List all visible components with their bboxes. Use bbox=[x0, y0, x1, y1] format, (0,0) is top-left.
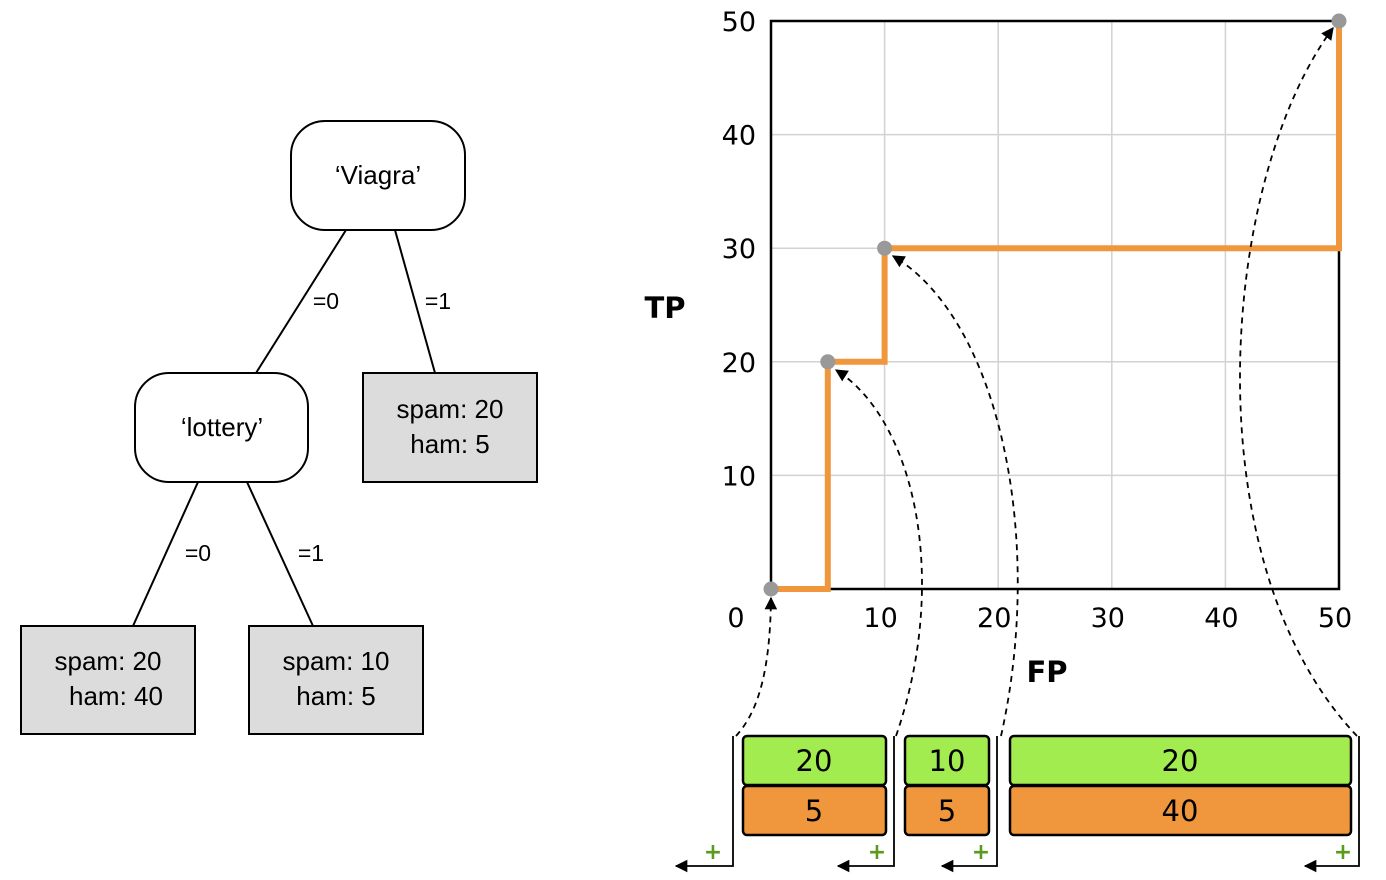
edge-label-lottery-right: =1 bbox=[298, 540, 324, 566]
bracket-arrow-3 bbox=[1303, 736, 1360, 873]
y-axis-title: TP bbox=[644, 291, 685, 325]
edge-lottery-right bbox=[246, 481, 314, 627]
edge-label-lottery-left: =0 bbox=[185, 540, 211, 566]
x-tick-label: 10 bbox=[863, 603, 897, 634]
y-tick-label: 10 bbox=[722, 461, 756, 492]
leaf-viagra-1-ham: ham: 5 bbox=[410, 429, 490, 459]
connector-curves bbox=[735, 26, 1358, 737]
segment-3-negative-count: 40 bbox=[1162, 794, 1199, 828]
segment-bars: 20 5 10 5 20 40 bbox=[741, 734, 1353, 837]
threshold-brackets bbox=[674, 736, 1360, 873]
connector-2 bbox=[891, 255, 1019, 737]
x-axis-title: FP bbox=[1026, 655, 1067, 689]
edge-label-root-left: =0 bbox=[313, 288, 339, 314]
bracket-arrow-1 bbox=[836, 736, 895, 873]
edge-label-root-right: =1 bbox=[425, 288, 451, 314]
segment-2: 10 5 bbox=[903, 734, 991, 837]
y-tick-label: 50 bbox=[722, 7, 756, 38]
coverage-curve bbox=[771, 21, 1342, 592]
node-lottery: ‘lottery’ bbox=[134, 372, 309, 483]
curve-point-3 bbox=[1331, 13, 1347, 29]
segment-3: 20 40 bbox=[1008, 734, 1353, 837]
segment-2-negative bbox=[903, 784, 991, 837]
y-tick-label: 20 bbox=[722, 348, 756, 379]
leaf-viagra-1: spam: 20 ham: 5 bbox=[362, 372, 538, 483]
curve-points bbox=[763, 13, 1347, 597]
x-tick-label: 50 bbox=[1318, 603, 1352, 634]
segment-1-negative-count: 5 bbox=[805, 794, 823, 828]
leaf-lottery-1-spam: spam: 10 bbox=[283, 646, 390, 676]
segment-2-positive-count: 10 bbox=[929, 744, 966, 778]
curve-point-0 bbox=[763, 581, 779, 597]
plot-frame bbox=[769, 19, 1341, 591]
y-tick-label: 40 bbox=[722, 121, 756, 152]
bracket-arrow-0 bbox=[674, 736, 734, 873]
decision-tree: =0 =1 =0 =1 ‘Viagra’ ‘lottery’ spam: 20 … bbox=[20, 120, 538, 735]
x-tick-label: 0 bbox=[727, 603, 744, 634]
node-lottery-label: ‘lottery’ bbox=[181, 412, 263, 442]
leaf-lottery-0-ham: ham: 40 bbox=[69, 681, 163, 711]
connector-3 bbox=[1239, 26, 1358, 737]
segment-3-negative bbox=[1008, 784, 1353, 837]
edge-lottery-left bbox=[132, 481, 199, 627]
plus-icon: + bbox=[1334, 840, 1352, 865]
plus-icon: + bbox=[868, 840, 886, 865]
segment-3-positive-count: 20 bbox=[1162, 744, 1199, 778]
segment-1-positive-count: 20 bbox=[796, 744, 833, 778]
y-tick-label: 30 bbox=[722, 234, 756, 265]
plus-marks: + + + + bbox=[704, 840, 1352, 865]
leaf-lottery-1-ham: ham: 5 bbox=[296, 681, 376, 711]
plus-icon: + bbox=[704, 840, 722, 865]
node-viagra-label: ‘Viagra’ bbox=[335, 160, 421, 190]
edge-root-left bbox=[255, 229, 347, 374]
x-tick-label: 30 bbox=[1091, 603, 1125, 634]
segment-1: 20 5 bbox=[741, 734, 888, 837]
curve-point-2 bbox=[877, 240, 893, 256]
bracket-arrow-2 bbox=[940, 736, 998, 873]
leaf-lottery-1: spam: 10 ham: 5 bbox=[248, 625, 424, 735]
connector-1 bbox=[834, 369, 923, 737]
leaf-viagra-1-spam: spam: 20 bbox=[397, 394, 504, 424]
plus-icon: + bbox=[972, 840, 990, 865]
curve-point-1 bbox=[820, 354, 836, 370]
leaf-lottery-0-spam: spam: 20 bbox=[55, 646, 162, 676]
segment-2-negative-count: 5 bbox=[938, 794, 956, 828]
tick-labels: 0 10 20 30 40 50 10 20 30 40 50 bbox=[722, 7, 1353, 634]
coverage-plot: 0 10 20 30 40 50 10 20 30 40 50 TP FP bbox=[644, 7, 1352, 689]
plot-grid bbox=[771, 21, 1339, 589]
node-viagra: ‘Viagra’ bbox=[290, 120, 466, 231]
x-tick-label: 20 bbox=[977, 603, 1011, 634]
leaf-lottery-0: spam: 20 ham: 40 bbox=[20, 625, 196, 735]
x-tick-label: 40 bbox=[1204, 603, 1238, 634]
edge-root-right bbox=[394, 229, 436, 374]
segment-1-negative bbox=[741, 784, 888, 837]
